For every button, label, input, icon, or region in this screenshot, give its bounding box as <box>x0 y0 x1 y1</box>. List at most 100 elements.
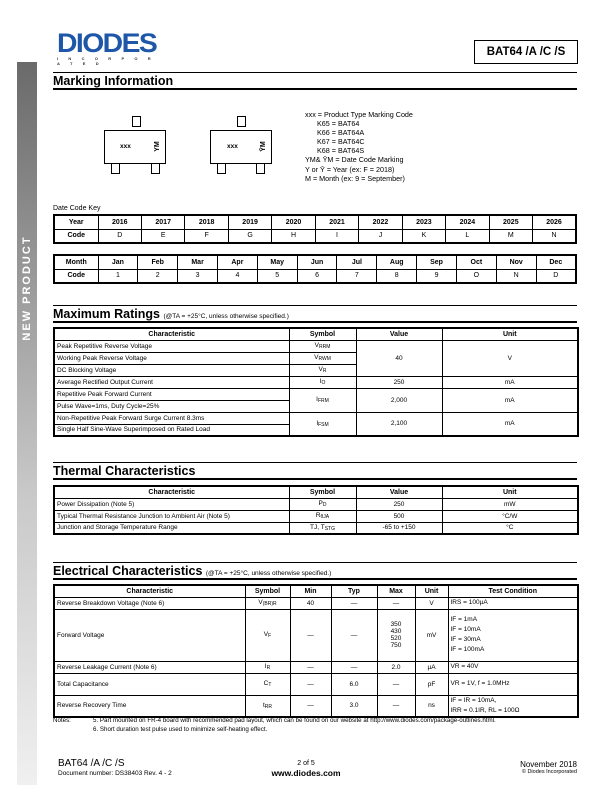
table-row: Reverse Leakage Current (Note 6) IR — —2.0 µ… <box>53 660 579 674</box>
max-ratings-section-header: Maximum Ratings (@TA = +25°C, unless oth… <box>53 305 577 323</box>
value-cell: 40 <box>355 339 443 377</box>
section-title: Thermal Characteristics <box>53 464 196 478</box>
max-value: 430 <box>390 628 402 635</box>
value-cell: 2,000 <box>355 387 443 413</box>
notes: Notes: 5. Part mounted on FR-4 board wit… <box>53 717 496 733</box>
diodes-logo: DIODES I N C O R P O R A T E D <box>57 30 165 67</box>
test-condition-cell: IRS = 100µA <box>447 596 579 610</box>
notes-label: Notes: <box>53 717 71 724</box>
table-row: Forward Voltage VF — —350 430 520 750 mV IF = 1m… <box>53 608 579 662</box>
test-condition: IRS = 100µA <box>450 599 488 606</box>
unit-cell: µA <box>414 660 449 674</box>
header-row: Characteristic Symbol Value Unit <box>53 327 579 341</box>
table-row: Single Half Sine-Wave Superimposed on Ra… <box>53 423 578 437</box>
marking-section-header: Marking Information <box>53 72 577 90</box>
characteristic-cell: Peak Repetitive Reverse Voltage <box>53 339 290 353</box>
footer-date: November 2018 <box>520 760 577 769</box>
table-row: Typical Thermal Resistance Junction to A… <box>53 509 579 523</box>
column-header: Characteristic <box>53 327 290 341</box>
code-cell: 2 <box>137 268 179 284</box>
test-condition: IF = 30mA <box>450 636 481 643</box>
characteristic-cell: Total Capacitance <box>53 672 246 696</box>
test-condition-cell: VR = 1V, f = 1.0MHz <box>447 672 579 696</box>
symbol-cell: IR <box>244 660 291 674</box>
year-code-table: Year 2016 2017 2018 2019 2020 2021 2022 2023 2024… <box>53 214 577 244</box>
min-cell: — <box>289 660 332 674</box>
column-header: Symbol <box>288 327 357 341</box>
value-cell: 500 <box>355 509 443 523</box>
legend-line: K67 = BAT64C <box>317 137 365 147</box>
table-row: Power Dissipation (Note 5) PD 250 mW <box>53 497 579 511</box>
header-cell: Dec <box>535 254 577 270</box>
code-cell: L <box>445 228 490 244</box>
code-cell: D <box>535 268 577 284</box>
symbol-cell: VF <box>244 608 291 662</box>
table-row: Repetitive Peak Forward Current IFRM 2,000… <box>53 387 579 413</box>
header-cell: 2016 <box>97 214 142 230</box>
symbol-cell: TJ, TSTG <box>288 521 357 535</box>
test-condition-cell: IF = 1mA IF = 10mA IF = 30mA IF = 100mA <box>447 608 579 662</box>
header-cell: Feb <box>137 254 179 270</box>
symbol-cell: IFRM <box>288 387 357 413</box>
new-product-sidebar: NEW PRODUCT <box>17 62 37 785</box>
table-row: Junction and Storage Temperature Range TJ… <box>53 521 579 535</box>
header-cell: 2025 <box>488 214 534 230</box>
header-cell: Oct <box>455 254 497 270</box>
section-condition: (@TA = +25°C, unless otherwise specified… <box>163 313 289 320</box>
column-header: Unit <box>441 327 579 341</box>
header-cell: 2026 <box>532 214 577 230</box>
header-cell: 2020 <box>271 214 316 230</box>
header-cell: Nov <box>495 254 537 270</box>
symbol-cell: PD <box>288 497 357 511</box>
characteristic-cell: Repetitive Peak Forward Current <box>53 387 290 401</box>
table-row: Non-Repetitive Peak Forward Surge Curren… <box>53 411 579 437</box>
characteristic-cell: Non-Repetitive Peak Forward Surge Curren… <box>53 411 290 425</box>
code-cell: D <box>97 228 142 244</box>
max-value: 2.0 <box>391 663 401 671</box>
characteristic-cell: Power Dissipation (Note 5) <box>53 497 290 511</box>
header-cell: Jul <box>336 254 378 270</box>
note-6: 6. Short duration test pulse used to min… <box>93 725 268 733</box>
legend-line: Y or Ȳ = Year (ex: F = 2018) <box>305 164 395 174</box>
code-cell: F <box>184 228 229 244</box>
column-header: Typ <box>330 584 378 598</box>
test-condition: IF = 1mA <box>450 616 478 623</box>
header-cell: 2017 <box>140 214 186 230</box>
header-cell: 2019 <box>227 214 273 230</box>
table-row: Working Peak Reverse Voltage VRWM <box>53 351 578 365</box>
max-value: 520 <box>390 635 402 642</box>
column-header: Max <box>376 584 416 598</box>
min-cell: — <box>289 694 332 718</box>
test-condition: IF = 100mA <box>450 646 485 653</box>
unit-cell: mA <box>441 375 579 389</box>
code-cell: N <box>495 268 537 284</box>
logo-sub: I N C O R P O R A T E D <box>57 56 156 66</box>
date-code-key-label: Date Code Key <box>53 205 101 212</box>
header-cell: 2024 <box>445 214 490 230</box>
footer-website[interactable]: www.diodes.com <box>271 768 341 778</box>
symbol-cell: tRR <box>244 694 291 718</box>
marking-legend: xxx = Product Type Marking Code K65 = BA… <box>305 110 413 183</box>
code-cell: 9 <box>416 268 457 284</box>
test-condition-cell: VR = 40V <box>447 660 579 674</box>
typ-cell: — <box>330 608 378 662</box>
row-label: Month <box>53 254 99 270</box>
code-row: Code D E F G H I J K L M N <box>53 228 577 244</box>
code-row: Code 1 2 3 4 5 6 7 8 9 O N D <box>53 268 577 284</box>
value-cell: 250 <box>355 375 443 389</box>
table-row: Reverse Recovery Time tRR —3.0— ns IF = IR =… <box>53 694 579 718</box>
symbol-cell: V(BR)R <box>244 596 291 610</box>
symbol-cell: CT <box>244 672 291 696</box>
symbol-cell: RθJA <box>288 509 357 523</box>
code-cell: O <box>455 268 497 284</box>
column-header: Symbol <box>288 485 357 499</box>
typ-cell: 3.0 <box>330 694 378 718</box>
unit-cell: V <box>414 596 449 610</box>
column-header: Min <box>289 584 332 598</box>
code-cell: 8 <box>376 268 418 284</box>
header-row: Characteristic Symbol Min Typ Max Unit Test Co… <box>53 584 579 598</box>
legend-line: K68 = BAT64S <box>317 146 365 156</box>
code-cell: 5 <box>256 268 298 284</box>
header-cell: Jun <box>296 254 338 270</box>
code-cell: H <box>271 228 316 244</box>
